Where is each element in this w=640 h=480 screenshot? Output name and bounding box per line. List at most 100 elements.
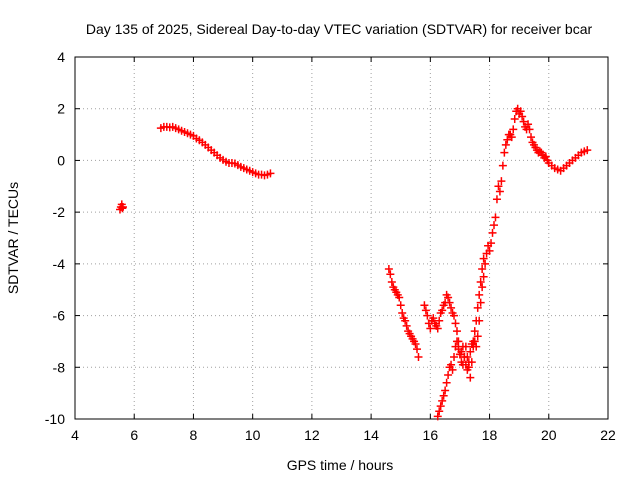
data-point [464,358,473,367]
x-tick-label: 6 [130,427,138,443]
chart-title: Day 135 of 2025, Sidereal Day-to-day VTE… [86,21,593,37]
data-point [448,365,457,374]
axis-ticks: 4 6 8 10 12 14 16 18 20 22 -10 -8 -6 -4 -2 0 2 4 [45,49,616,443]
x-tick-label: 12 [304,427,320,443]
y-tick-label: -2 [53,204,66,220]
x-tick-label: 4 [71,427,79,443]
data-point [423,311,432,320]
y-tick-label: -6 [53,308,66,324]
data-point [414,352,423,361]
data-point [488,228,497,237]
y-tick-label: -10 [45,411,65,427]
data-point [497,177,506,186]
data-point [469,337,478,346]
x-tick-label: 18 [482,427,498,443]
data-point [450,311,459,320]
data-point [507,133,516,142]
data-point [458,342,467,351]
data-point [420,301,429,310]
data-point [401,316,410,325]
data-point [447,303,456,312]
data-point [435,407,444,416]
data-point [509,125,518,134]
data-point [444,293,453,302]
data-point [450,352,459,361]
y-tick-label: -8 [53,359,66,375]
data-point [421,306,430,315]
data-point [438,306,447,315]
data-point [487,239,496,248]
data-point [498,161,507,170]
data-point [479,272,488,281]
data-point [519,117,528,126]
data-point [510,115,519,124]
data-point [444,371,453,380]
data-point [476,298,485,307]
data-point [500,148,509,157]
data-point [470,327,479,336]
data-point [466,373,475,382]
data-point [452,327,461,336]
data-point [395,293,404,302]
data-point [475,290,484,299]
data-point [402,321,411,330]
data-point [413,345,422,354]
data-point [398,308,407,317]
data-point [472,342,481,351]
data-point [583,146,592,155]
data-point [451,319,460,328]
data-point [527,133,536,142]
data-point [396,301,405,310]
x-tick-label: 14 [363,427,379,443]
data-point [541,152,550,161]
plot-frame [74,56,609,420]
data-point [479,254,488,263]
data-point [494,182,503,191]
data-point [411,340,420,349]
data-point [516,107,525,116]
data-point [489,221,498,230]
data-point [478,265,487,274]
data-point [460,352,469,361]
data-point [426,324,435,333]
x-tick-label: 8 [190,427,198,443]
data-point [492,195,501,204]
data-point [266,169,275,178]
data-point [476,277,485,286]
data-point [524,120,533,129]
data-point [473,303,482,312]
grid-lines [75,57,608,419]
data-point [503,135,512,144]
data-point [445,298,454,307]
y-tick-label: 0 [57,152,65,168]
data-point [466,347,475,356]
x-tick-label: 10 [245,427,261,443]
data-point [472,316,481,325]
y-tick-label: -4 [53,256,66,272]
x-tick-label: 22 [600,427,616,443]
data-point [525,125,534,134]
data-point [442,378,451,387]
data-point [387,277,396,286]
data-point [452,337,461,346]
data-point [463,365,472,374]
data-point [473,332,482,341]
data-point [491,213,500,222]
data-point [436,402,445,411]
data-point [447,360,456,369]
x-axis-label: GPS time / hours [287,457,394,473]
x-tick-label: 16 [423,427,439,443]
data-point [438,396,447,405]
data-point [481,259,490,268]
data-point [457,347,466,356]
data-point [518,112,527,121]
data-point [501,140,510,149]
data-point [429,314,438,323]
data-point [478,283,487,292]
data-point [441,386,450,395]
y-tick-label: 4 [57,49,65,65]
data-point [118,202,127,211]
data-point [386,270,395,279]
data-point [433,412,442,421]
